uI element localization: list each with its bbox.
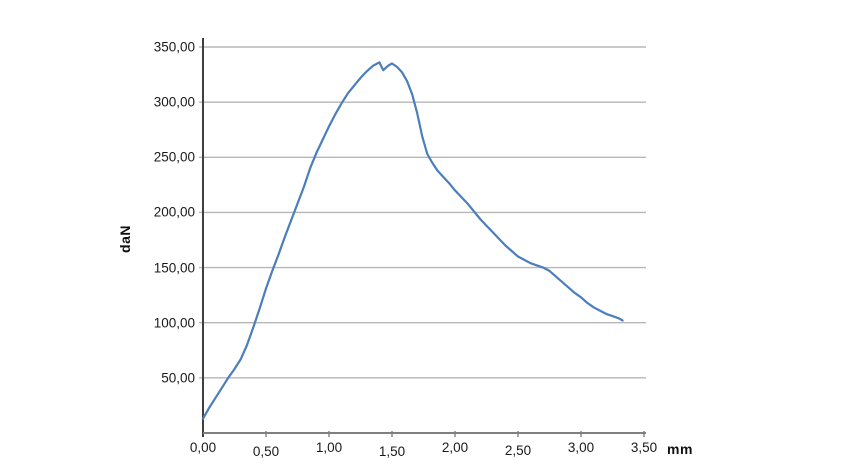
- y-axis-title: daN: [117, 225, 133, 253]
- x-tick-label: 2,50: [504, 443, 532, 458]
- x-tick-label: 3,50: [630, 440, 658, 455]
- y-tick-label: 250,00: [153, 149, 195, 165]
- y-tick-label: 50,00: [161, 370, 195, 386]
- x-tick-label: 1,00: [315, 440, 343, 455]
- y-tick-label: 350,00: [153, 39, 195, 55]
- x-tick-label: 3,00: [567, 440, 595, 455]
- y-tick-label: 200,00: [153, 204, 195, 220]
- y-tick-label: 100,00: [153, 314, 195, 330]
- y-tick-label: 150,00: [153, 259, 195, 275]
- x-axis-title: mm: [667, 441, 693, 457]
- force-curve: [201, 61, 624, 420]
- x-tick-label: 1,50: [378, 444, 406, 459]
- x-tick-label: 0,50: [252, 444, 280, 459]
- data-series-line: [201, 61, 624, 420]
- x-tick-label: 2,00: [441, 440, 469, 455]
- y-tick-label: 300,00: [153, 94, 195, 110]
- axis-ticks: [265, 431, 645, 437]
- axes: [202, 38, 646, 437]
- gridlines: [199, 46, 646, 379]
- x-tick-label: 0,00: [189, 440, 217, 455]
